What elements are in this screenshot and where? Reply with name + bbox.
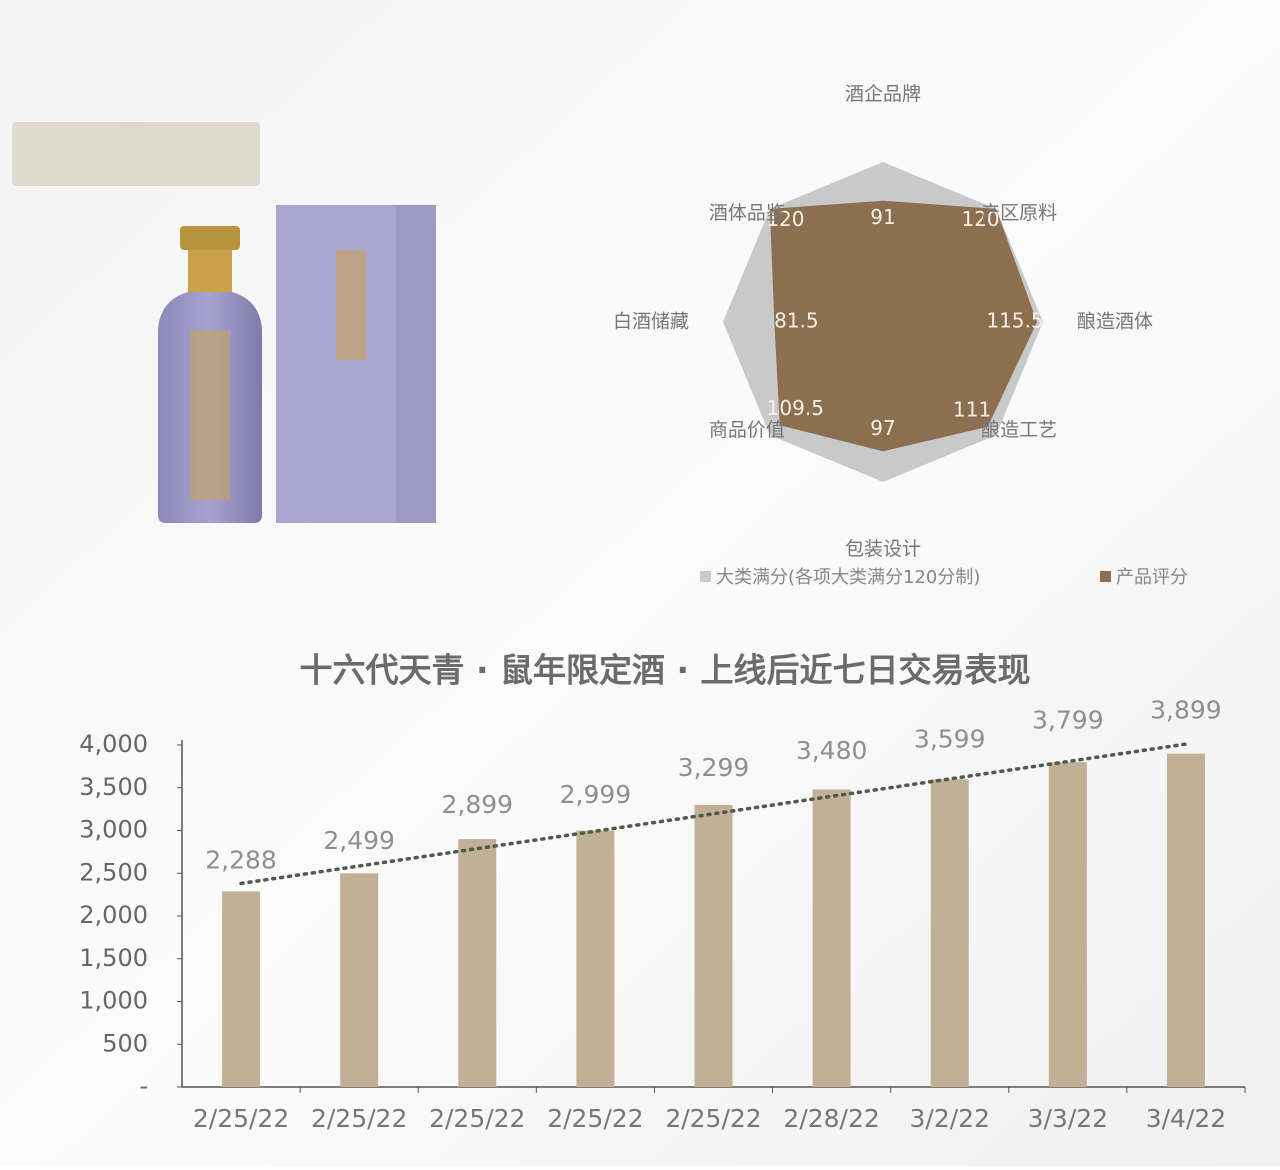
trend-line [239, 742, 1188, 886]
x-tick-label: 2/28/22 [783, 1104, 879, 1133]
bar [1166, 753, 1205, 1087]
bottle-cap [180, 226, 240, 250]
value-label: 81.5 [774, 309, 819, 333]
blurred-label [12, 122, 260, 186]
x-tick-label: 2/25/22 [665, 1104, 761, 1133]
value-label: 2,288 [205, 845, 277, 874]
value-label: 2,899 [441, 790, 513, 819]
radar-axis-label: 酒体品鉴 [709, 202, 785, 224]
bar [1048, 762, 1087, 1087]
legend-label: 产品评分 [1116, 567, 1188, 588]
value-label: 109.5 [767, 396, 824, 420]
x-tick-label: 3/3/22 [1028, 1104, 1108, 1133]
chart-title: 十六代天青 · 鼠年限定酒 · 上线后近七日交易表现 [299, 651, 1030, 690]
x-tick-label: 2/25/22 [193, 1104, 289, 1133]
y-tick-label: 2,500 [79, 858, 148, 886]
x-tick-label: 2/25/22 [311, 1104, 407, 1133]
bar [576, 830, 615, 1087]
value-label: 91 [870, 205, 895, 229]
y-tick-label: 4,000 [79, 730, 148, 758]
x-tick-label: 3/2/22 [909, 1104, 989, 1133]
radar-axis-label: 酒企品牌 [845, 83, 921, 105]
value-label: 120 [961, 207, 999, 231]
value-label: 3,299 [678, 753, 750, 782]
value-label: 3,599 [914, 724, 986, 753]
legend-label: 大类满分(各项大类满分120分制) [716, 567, 980, 588]
bar [812, 789, 851, 1087]
bar [340, 873, 379, 1087]
y-tick-label: 1,000 [79, 987, 148, 1015]
y-tick-label: 1,500 [79, 944, 148, 972]
value-label: 2,499 [323, 826, 395, 855]
legend-swatch [700, 571, 711, 582]
radar-axis-label: 酿造酒体 [1077, 311, 1153, 333]
box-label [336, 250, 366, 360]
bar [694, 804, 733, 1087]
value-label: 111 [953, 398, 991, 422]
bar [222, 891, 261, 1087]
bottle-label [190, 330, 230, 500]
y-tick-label: 3,500 [79, 773, 148, 801]
y-tick-label: - [139, 1072, 148, 1100]
value-label: 2,999 [560, 780, 632, 809]
value-label: 3,899 [1150, 696, 1222, 725]
radar-axis-label: 商品价值 [709, 419, 785, 441]
product-image [12, 122, 436, 523]
x-tick-label: 2/25/22 [429, 1104, 525, 1133]
value-label: 120 [766, 207, 804, 231]
charts: 91 120 115.5 111 97 109.5 81.5 120 酒企品牌产区原料酿造酒体酿… [79, 83, 1246, 1133]
radar-axis-label: 酿造工艺 [981, 419, 1057, 441]
bottle-neck [188, 250, 232, 292]
value-label: 115.5 [986, 309, 1043, 333]
radar-axis-label: 白酒储藏 [613, 311, 689, 333]
bar [458, 839, 497, 1087]
radar-axis-label: 产区原料 [981, 202, 1057, 224]
x-tick-label: 2/25/22 [547, 1104, 643, 1133]
radar-axis-label: 包装设计 [845, 538, 921, 560]
value-label: 3,480 [796, 736, 868, 765]
bar [930, 779, 969, 1087]
value-label: 3,799 [1032, 706, 1104, 735]
y-tick-label: 500 [102, 1029, 148, 1057]
radar-area [769, 200, 1037, 452]
value-label: 97 [870, 416, 895, 440]
legend-swatch [1100, 571, 1111, 582]
y-tick-label: 2,000 [79, 901, 148, 929]
y-tick-label: 3,000 [79, 816, 148, 844]
x-tick-label: 3/4/22 [1146, 1104, 1226, 1133]
